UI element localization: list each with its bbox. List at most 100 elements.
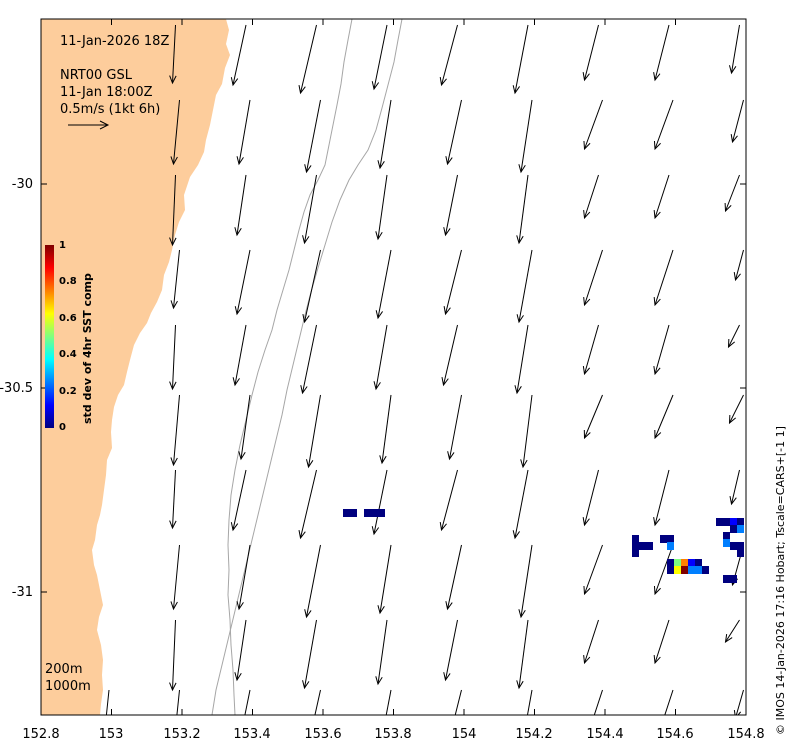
sst-cell (343, 509, 350, 517)
sst-cell (702, 566, 709, 574)
current-vector (439, 24, 458, 87)
isobath-1000m-label: 1000m (45, 679, 91, 694)
sst-cell (639, 542, 646, 550)
current-vector (512, 469, 529, 540)
current-vector (169, 24, 177, 85)
current-vector (375, 174, 388, 241)
sst-cell (737, 542, 744, 550)
current-vector (653, 324, 670, 376)
colorbar-tick: 0.8 (59, 276, 77, 287)
product-name: NRT00 GSL (60, 68, 132, 83)
current-vector (169, 469, 177, 530)
x-tick-label: 153.6 (304, 727, 342, 742)
sst-cell (723, 539, 730, 547)
x-tick-label: 154.8 (727, 727, 765, 742)
current-vector (653, 99, 674, 151)
current-vector (230, 469, 247, 532)
sst-cell (737, 525, 744, 533)
current-vector (238, 394, 251, 461)
current-vector (445, 99, 462, 166)
y-tick-label: -30.5 (0, 381, 33, 396)
x-tick-label: 153.4 (233, 727, 271, 742)
current-vector (169, 324, 177, 391)
current-vector (304, 544, 321, 619)
current-vector (583, 174, 599, 220)
sst-cell (378, 509, 385, 517)
current-vector (302, 619, 317, 690)
sst-cell (632, 535, 639, 543)
current-vector (443, 174, 458, 237)
sst-cell (674, 559, 681, 567)
current-vector (371, 24, 388, 91)
current-vector (379, 394, 392, 465)
isobath-1000m (211, 19, 403, 715)
current-vector (244, 689, 251, 715)
current-vector (169, 619, 177, 692)
vector-scale-label: 0.5m/s (1kt 6h) (60, 102, 161, 117)
valid-time: 11-Jan 18:00Z (60, 85, 153, 100)
current-vector (236, 99, 251, 166)
colorbar-tick: 0.4 (59, 349, 77, 360)
current-vector (439, 469, 458, 532)
current-vector (447, 394, 462, 461)
current-vector (653, 469, 670, 527)
axis-ticks (40, 19, 747, 715)
current-vector (512, 24, 529, 95)
sst-cell (723, 532, 730, 540)
sst-cell (371, 509, 378, 517)
current-vector (654, 394, 674, 440)
current-vector (300, 324, 317, 395)
x-tick-label: 154 (451, 727, 477, 742)
x-tick-label: 153.8 (374, 727, 412, 742)
current-vector (170, 394, 180, 467)
x-tick-label: 153.2 (163, 727, 201, 742)
sst-cell (730, 525, 737, 533)
sst-cell (737, 549, 744, 557)
current-vector (236, 544, 251, 611)
current-vector (454, 689, 462, 715)
land-mass (41, 19, 230, 715)
current-vector (583, 99, 603, 151)
x-tick-label: 153 (98, 727, 124, 742)
current-vector (230, 24, 247, 87)
current-vector (664, 689, 674, 715)
x-tick-label: 154.4 (586, 727, 624, 742)
sst-cell (716, 518, 723, 526)
current-vector (176, 689, 180, 715)
current-vector (170, 99, 180, 166)
current-vector (445, 544, 462, 611)
current-vector (234, 619, 247, 682)
current-vector (170, 544, 180, 611)
current-vector (582, 469, 599, 527)
current-vector (583, 544, 603, 596)
current-vector (593, 689, 603, 715)
sst-cell (688, 559, 695, 567)
current-vector (653, 249, 674, 307)
current-vector (724, 174, 740, 213)
current-vector (653, 174, 670, 220)
current-vector (304, 99, 321, 174)
current-vector (516, 619, 529, 690)
current-vector (724, 619, 740, 644)
current-vector (526, 689, 533, 715)
sst-cell (667, 542, 674, 550)
colorbar-tick: 0 (59, 422, 66, 433)
current-vector (443, 249, 462, 316)
current-vector (314, 689, 321, 715)
current-vector (377, 544, 392, 615)
isobath-200m (227, 19, 353, 715)
colorbar-tick: 0.2 (59, 386, 77, 397)
current-vector (583, 394, 603, 440)
current-vector (518, 544, 533, 619)
current-vector (730, 99, 744, 144)
current-vector (733, 249, 744, 282)
sst-cell (688, 566, 695, 574)
current-vector (727, 324, 740, 349)
sst-cell (667, 535, 674, 543)
credit-text: © IMOS 14-Jan-2026 17:16 Hobart; Tscale=… (774, 426, 787, 735)
current-vector (582, 324, 599, 376)
y-tick-label: -30 (11, 177, 33, 192)
sst-cell (723, 575, 730, 583)
x-tick-label: 154.6 (656, 727, 694, 742)
current-vector (298, 24, 317, 95)
